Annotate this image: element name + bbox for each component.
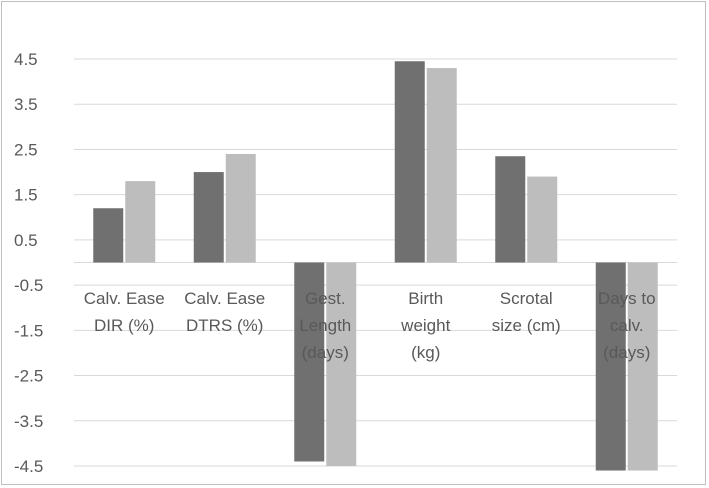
bar-series-2 [527,176,558,263]
bar-series-2 [225,153,256,263]
y-tick-label: -3.5 [14,412,43,431]
y-tick-label: 1.5 [14,186,38,205]
y-tick-label: -1.5 [14,321,43,340]
category-label: Days to calv. (days) [598,289,656,362]
bar-series-1 [93,208,124,263]
bar-series-2 [326,262,357,466]
category-label: Scrotal size (cm) [492,289,561,335]
y-tick-label: -2.5 [14,367,43,386]
category-label: Gest. Length (days) [299,289,351,362]
bar-series-1 [595,262,626,471]
y-tick-label: 0.5 [14,231,38,250]
bar-series-1 [193,172,224,263]
y-tick-label: -4.5 [14,457,43,476]
bar-series-1 [294,262,325,462]
category-label: Calv. Ease DTRS (%) [184,289,265,335]
y-tick-label: 4.5 [14,50,38,69]
category-label: Calv. Ease DIR (%) [84,289,165,335]
y-tick-label: 3.5 [14,95,38,114]
bar-series-1 [394,61,425,263]
bar-series-2 [426,68,457,263]
bar-series-2 [125,181,156,263]
bar-series-1 [495,156,526,263]
category-label: Birth weight (kg) [400,289,450,362]
y-tick-label: 2.5 [14,140,38,159]
bar-series-2 [627,262,658,471]
y-tick-label: -0.5 [14,276,43,295]
